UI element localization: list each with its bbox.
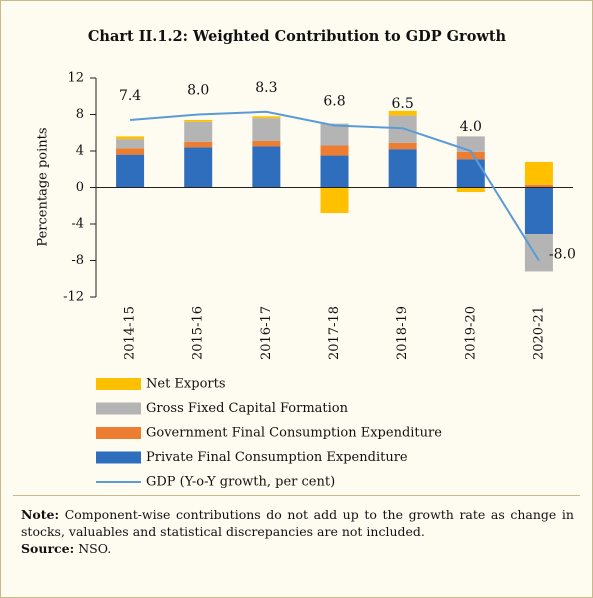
- note: Note: Component-wise contributions do no…: [21, 506, 574, 540]
- x-tick-label: 2017-18: [327, 306, 342, 360]
- bar-segment: [524, 187, 553, 235]
- source-label: Source:: [21, 541, 75, 556]
- separator: [13, 495, 580, 496]
- x-tick-label: 2018-19: [395, 306, 410, 360]
- source-text: NSO.: [78, 541, 112, 556]
- y-axis-label: Percentage points: [36, 127, 51, 246]
- bar-segment: [184, 121, 213, 142]
- legend-swatch: [96, 451, 141, 464]
- legend-swatch: [96, 402, 141, 415]
- gdp-line: [129, 110, 540, 262]
- bar-segment: [524, 161, 553, 185]
- bar-segment: [252, 118, 281, 141]
- notes: Note: Component-wise contributions do no…: [21, 506, 574, 557]
- bar-segment: [524, 234, 553, 272]
- y-tick-label: 12: [67, 71, 84, 86]
- y-tick-label: 0: [76, 180, 84, 195]
- bar-segment: [320, 187, 349, 214]
- data-label: 8.0: [187, 83, 209, 99]
- bar-segment: [184, 147, 213, 188]
- bar-segment: [116, 139, 145, 149]
- bar-segment: [184, 119, 213, 122]
- bar-segment: [184, 141, 213, 148]
- bar-segment: [456, 136, 485, 152]
- legend-swatch: [96, 378, 141, 390]
- data-label: 8.3: [255, 80, 277, 96]
- bar-segment: [388, 110, 417, 116]
- y-tick-label: 4: [76, 144, 84, 159]
- legend-label: Gross Fixed Capital Formation: [146, 401, 349, 416]
- bar-segment: [524, 184, 553, 188]
- x-tick-label: 2014-15: [123, 306, 138, 360]
- legend-label: Private Final Consumption Expenditure: [146, 450, 408, 465]
- source: Source: NSO.: [21, 540, 574, 557]
- data-label: 6.8: [323, 93, 345, 109]
- y-tick-label: -8: [71, 253, 84, 268]
- note-text: Component-wise contributions do not add …: [21, 507, 574, 539]
- bar-segment: [252, 146, 281, 188]
- data-label: -8.0: [549, 247, 576, 263]
- chart-title: Chart II.1.2: Weighted Contribution to G…: [88, 28, 507, 45]
- x-tick-label: 2015-16: [191, 306, 206, 360]
- data-label: 6.5: [392, 96, 414, 112]
- data-label: 4.0: [460, 119, 482, 135]
- legend-swatch: [96, 427, 141, 439]
- bar-segment: [320, 145, 349, 156]
- bar-segment: [456, 159, 485, 188]
- y-tick-label: -12: [63, 290, 84, 305]
- note-label: Note:: [21, 507, 60, 522]
- bar-segment: [116, 154, 145, 188]
- data-label: 7.4: [119, 88, 141, 104]
- x-tick-label: 2020-21: [531, 306, 546, 360]
- legend-label: Government Final Consumption Expenditure: [146, 426, 442, 441]
- legend-label: Net Exports: [146, 377, 226, 392]
- bar-segment: [116, 136, 145, 140]
- bar-segment: [456, 151, 485, 160]
- legend-label: GDP (Y-o-Y growth, per cent): [146, 475, 335, 490]
- bar-segment: [456, 187, 485, 193]
- bar-segment: [252, 116, 281, 119]
- bar-segment: [388, 149, 417, 188]
- y-tick-label: 8: [76, 107, 84, 122]
- bar-segment: [116, 148, 145, 155]
- x-tick-label: 2016-17: [259, 306, 274, 360]
- bar-segment: [320, 123, 349, 146]
- bar-segment: [388, 142, 417, 150]
- bar-segment: [320, 155, 349, 188]
- y-tick-label: -4: [71, 217, 84, 232]
- x-tick-label: 2019-20: [463, 306, 478, 360]
- bar-segment: [252, 140, 281, 147]
